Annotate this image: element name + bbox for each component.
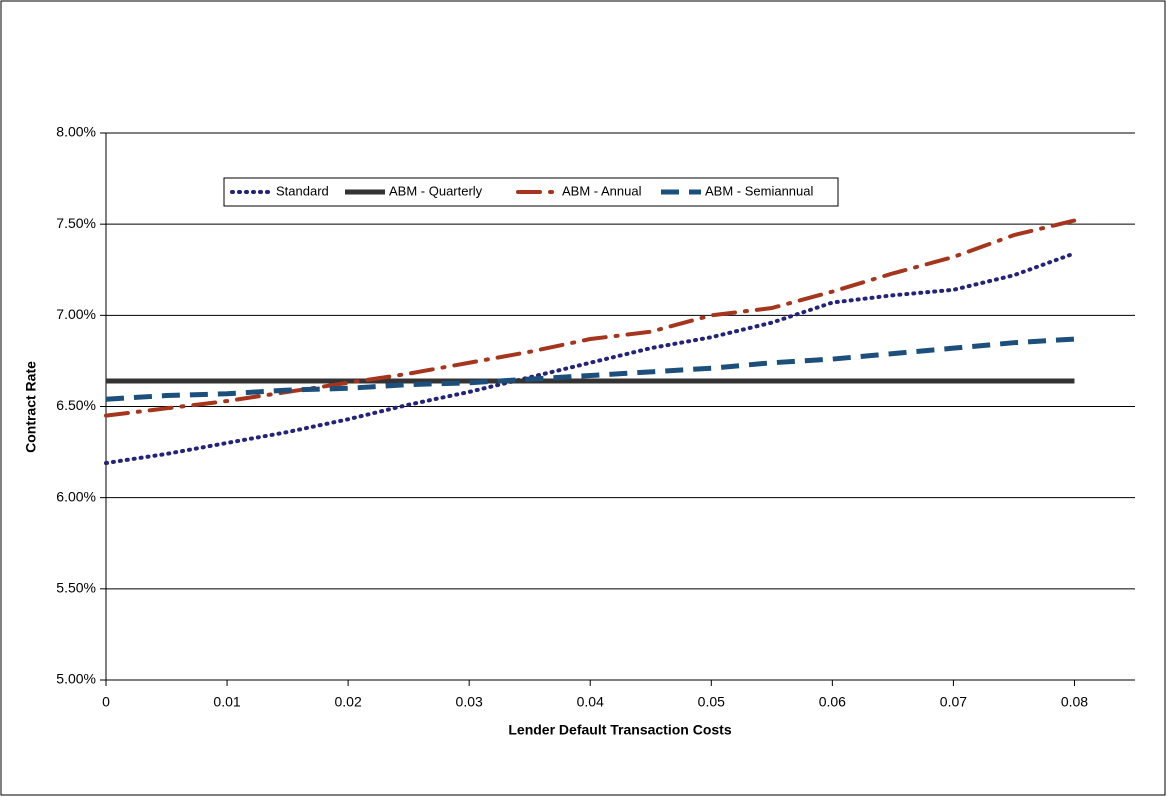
x-tick-label: 0 bbox=[102, 694, 110, 710]
y-tick-label: 5.00% bbox=[56, 671, 96, 687]
y-tick-label: 6.00% bbox=[56, 488, 96, 504]
legend-label: ABM - Quarterly bbox=[389, 183, 483, 198]
x-tick-label: 0.02 bbox=[334, 694, 361, 710]
series-line bbox=[104, 218, 1077, 418]
y-tick-label: 7.50% bbox=[56, 215, 96, 231]
x-tick-label: 0.06 bbox=[819, 694, 846, 710]
y-tick-label: 8.00% bbox=[56, 124, 96, 140]
series-line bbox=[105, 336, 1075, 402]
legend-label: ABM - Annual bbox=[562, 183, 642, 198]
y-tick-label: 5.50% bbox=[56, 580, 96, 596]
x-tick-label: 0.05 bbox=[698, 694, 725, 710]
legend-label: Standard bbox=[276, 183, 329, 198]
series-line bbox=[104, 251, 1077, 466]
x-tick-label: 0.04 bbox=[577, 694, 604, 710]
x-axis-title: Lender Default Transaction Costs bbox=[508, 722, 731, 738]
x-tick-label: 0.07 bbox=[940, 694, 967, 710]
y-tick-label: 7.00% bbox=[56, 306, 96, 322]
legend-label: ABM - Semiannual bbox=[705, 183, 813, 198]
y-tick-label: 6.50% bbox=[56, 397, 96, 413]
x-tick-label: 0.01 bbox=[213, 694, 240, 710]
x-tick-label: 0.08 bbox=[1061, 694, 1088, 710]
x-tick-label: 0.03 bbox=[456, 694, 483, 710]
y-axis-title: Contract Rate bbox=[23, 361, 39, 453]
